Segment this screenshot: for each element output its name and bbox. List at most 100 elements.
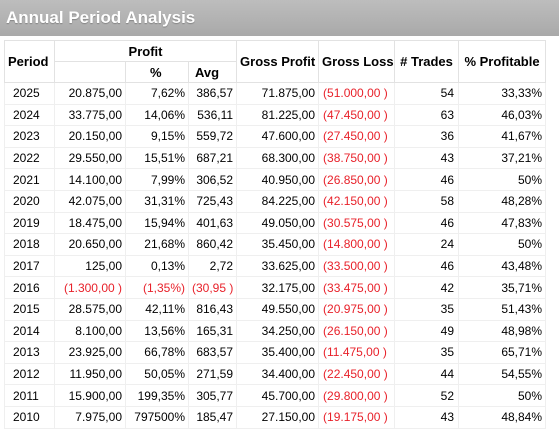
header-gross-loss[interactable]: Gross Loss [318,40,396,83]
cell-profit: 23.925,00 [54,341,126,364]
cell-gross-profit: 33.625,00 [236,254,320,278]
cell-profit-avg: 185,47 [187,405,238,429]
cell-profit-pct: 797500% [125,405,189,429]
header-profit-avg[interactable]: Avg [187,61,238,83]
cell-pct-profitable: 33,33% [458,82,547,105]
cell-pct-profitable: 43,48% [458,254,547,278]
header-row-bottom: % Avg [5,61,546,83]
cell-trades: 44 [394,362,460,386]
cell-gross-profit: 49.550,00 [236,297,320,321]
cell-trades: 43 [394,146,460,170]
table-row[interactable]: 2013 23.925,00 66,78% 683,57 35.400,00 (11.47… [4,341,547,364]
cell-profit: 29.550,00 [54,146,126,170]
cell-trades: 24 [394,233,460,256]
table-row[interactable]: 2025 20.875,00 7,62% 386,57 71.875,00 (51.000… [4,82,547,105]
cell-profit-avg: 683,57 [187,341,238,364]
cell-period: 2017 [4,254,55,278]
cell-period: 2016 [4,276,55,299]
header-trades[interactable]: # Trades [394,40,460,83]
table-row[interactable]: 2014 8.100,00 13,56% 165,31 34.250,00 (26.150… [4,319,547,343]
cell-pct-profitable: 50% [458,384,547,407]
header-profit-blank [54,61,126,83]
cell-gross-profit: 45.700,00 [236,384,320,407]
cell-pct-profitable: 54,55% [458,362,547,386]
cell-profit: 20.150,00 [54,125,126,148]
cell-gross-profit: 49.050,00 [236,211,320,235]
cell-profit: (1.300,00 ) [54,276,126,299]
cell-profit-pct: 15,94% [125,211,189,235]
cell-gross-loss: (11.475,00 ) [318,341,396,364]
cell-profit: 15.900,00 [54,384,126,407]
cell-profit: 8.100,00 [54,319,126,343]
cell-period: 2025 [4,82,55,105]
cell-trades: 46 [394,211,460,235]
cell-profit-pct: 7,62% [125,82,189,105]
header-pct-profitable[interactable]: % Profitable [458,40,547,83]
panel-title: Annual Period Analysis [0,0,559,36]
cell-period: 2023 [4,125,55,148]
cell-profit-pct: 21,68% [125,233,189,256]
cell-profit: 28.575,00 [54,297,126,321]
cell-trades: 35 [394,341,460,364]
table-row[interactable]: 2024 33.775,00 14,06% 536,11 81.225,00 (47.45… [4,103,547,127]
cell-profit-avg: 386,57 [187,82,238,105]
annual-analysis-table: Period Profit Gross Profit Gross Loss # … [4,40,547,429]
cell-profit-avg: 536,11 [187,103,238,127]
cell-gross-loss: (19.175,00 ) [318,405,396,429]
cell-pct-profitable: 48,98% [458,319,547,343]
cell-profit-avg: 725,43 [187,189,238,213]
cell-profit-avg: 165,31 [187,319,238,343]
cell-pct-profitable: 51,43% [458,297,547,321]
cell-gross-profit: 34.400,00 [236,362,320,386]
cell-gross-profit: 34.250,00 [236,319,320,343]
table-row[interactable]: 2017 125,00 0,13% 2,72 33.625,00 (33.500,00 )… [4,254,547,278]
cell-profit-pct: (1,35%) [125,276,189,299]
cell-pct-profitable: 48,84% [458,405,547,429]
header-profit-group[interactable]: Profit [53,40,238,62]
cell-profit-pct: 50,05% [125,362,189,386]
table-row[interactable]: 2010 7.975,00 797500% 185,47 27.150,00 (19.17… [4,405,547,429]
cell-gross-loss: (38.750,00 ) [318,146,396,170]
cell-gross-loss: (33.475,00 ) [318,276,396,299]
table-row[interactable]: 2021 14.100,00 7,99% 306,52 40.950,00 (26.850… [4,168,547,191]
cell-profit-avg: 559,72 [187,125,238,148]
table-row[interactable]: 2015 28.575,00 42,11% 816,43 49.550,00 (20.97… [4,297,547,321]
cell-period: 2022 [4,146,55,170]
table-row[interactable]: 2020 42.075,00 31,31% 725,43 84.225,00 (42.15… [4,189,547,213]
cell-gross-loss: (26.150,00 ) [318,319,396,343]
table-row[interactable]: 2011 15.900,00 199,35% 305,77 45.700,00 (29.8… [4,384,547,407]
cell-trades: 36 [394,125,460,148]
header-period[interactable]: Period [4,40,55,83]
table-row[interactable]: 2023 20.150,00 9,15% 559,72 47.600,00 (27.450… [4,125,547,148]
table-row[interactable]: 2018 20.650,00 21,68% 860,42 35.450,00 (14.80… [4,233,547,256]
table-row[interactable]: 2019 18.475,00 15,94% 401,63 49.050,00 (30.57… [4,211,547,235]
cell-profit-pct: 9,15% [125,125,189,148]
cell-gross-profit: 68.300,00 [236,146,320,170]
cell-pct-profitable: 50% [458,168,547,191]
cell-profit: 20.875,00 [54,82,126,105]
cell-profit: 14.100,00 [54,168,126,191]
cell-trades: 49 [394,319,460,343]
table-row[interactable]: 2012 11.950,00 50,05% 271,59 34.400,00 (22.45… [4,362,547,386]
cell-trades: 46 [394,168,460,191]
cell-pct-profitable: 46,03% [458,103,547,127]
cell-pct-profitable: 35,71% [458,276,547,299]
table-row[interactable]: 2016 (1.300,00 ) (1,35%) (30,95 ) 32.175,00(… [4,276,547,299]
header-row-top: Period Profit Gross Profit Gross Loss # … [4,40,547,83]
cell-gross-loss: (22.450,00 ) [318,362,396,386]
cell-profit: 33.775,00 [54,103,126,127]
table-row[interactable]: 2022 29.550,00 15,51% 687,21 68.300,00 (38.75… [4,146,547,170]
cell-profit: 18.475,00 [54,211,126,235]
cell-gross-profit: 81.225,00 [236,103,320,127]
cell-period: 2012 [4,362,55,386]
cell-pct-profitable: 50% [458,233,547,256]
cell-period: 2013 [4,341,55,364]
cell-period: 2014 [4,319,55,343]
cell-gross-profit: 47.600,00 [236,125,320,148]
cell-gross-loss: (29.800,00 ) [318,384,396,407]
cell-profit-avg: 687,21 [187,146,238,170]
header-gross-profit[interactable]: Gross Profit [236,40,320,83]
cell-gross-loss: (20.975,00 ) [318,297,396,321]
header-profit-pct[interactable]: % [125,61,189,83]
cell-profit: 125,00 [54,254,126,278]
